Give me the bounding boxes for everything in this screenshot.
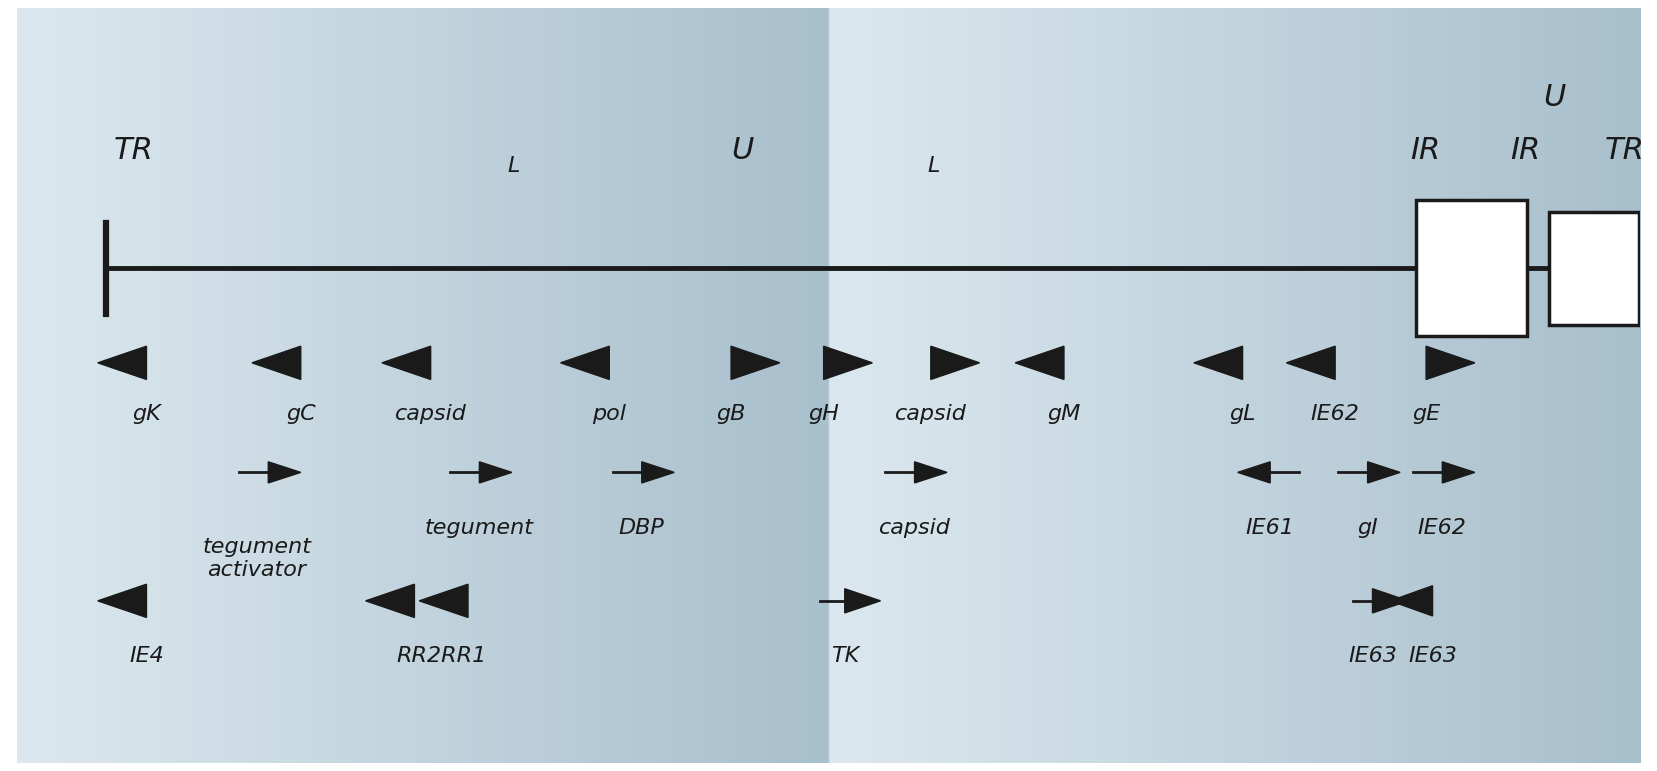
Polygon shape <box>1367 462 1400 483</box>
Text: tegument: tegument <box>424 518 534 537</box>
Text: U: U <box>731 136 754 165</box>
Text: gI: gI <box>1357 518 1379 537</box>
Text: capsid: capsid <box>895 405 966 424</box>
Polygon shape <box>1286 346 1336 379</box>
Text: gB: gB <box>716 405 746 424</box>
Text: TR: TR <box>1604 136 1645 165</box>
Text: pol: pol <box>592 405 626 424</box>
Text: TK: TK <box>830 646 858 666</box>
Text: capsid: capsid <box>878 518 951 537</box>
Polygon shape <box>366 584 414 618</box>
Polygon shape <box>268 462 302 483</box>
Text: tegument
activator: tegument activator <box>202 537 312 580</box>
Polygon shape <box>931 346 979 379</box>
Text: DBP: DBP <box>618 518 664 537</box>
Text: L: L <box>928 157 940 177</box>
Text: gK: gK <box>133 405 161 424</box>
Text: gL: gL <box>1229 405 1256 424</box>
Polygon shape <box>1372 589 1408 613</box>
Text: gE: gE <box>1412 405 1440 424</box>
Text: capsid: capsid <box>394 405 467 424</box>
Bar <box>1549 212 1639 325</box>
Text: IE4: IE4 <box>129 646 164 666</box>
Polygon shape <box>252 346 302 379</box>
Text: IE63: IE63 <box>1408 646 1457 666</box>
Polygon shape <box>845 589 880 613</box>
Text: IE61: IE61 <box>1246 518 1294 537</box>
Polygon shape <box>641 462 674 483</box>
Text: IE63: IE63 <box>1349 646 1397 666</box>
Text: L: L <box>507 157 519 177</box>
Polygon shape <box>1390 586 1433 616</box>
Polygon shape <box>1193 346 1243 379</box>
Text: gM: gM <box>1047 405 1080 424</box>
Polygon shape <box>1016 346 1064 379</box>
Polygon shape <box>1442 462 1475 483</box>
Polygon shape <box>98 584 146 618</box>
Text: IR: IR <box>1511 136 1541 165</box>
Bar <box>1417 200 1526 336</box>
Polygon shape <box>479 462 512 483</box>
Text: IE62: IE62 <box>1311 405 1360 424</box>
Text: U: U <box>1543 83 1566 112</box>
Polygon shape <box>381 346 431 379</box>
Polygon shape <box>419 584 467 618</box>
Text: gC: gC <box>287 405 315 424</box>
Text: RR2RR1: RR2RR1 <box>398 646 487 666</box>
Polygon shape <box>824 346 872 379</box>
Polygon shape <box>560 346 610 379</box>
Polygon shape <box>1238 462 1271 483</box>
Text: IR: IR <box>1410 136 1440 165</box>
Polygon shape <box>915 462 948 483</box>
Text: TR: TR <box>114 136 154 165</box>
Text: gH: gH <box>809 405 838 424</box>
Text: IE62: IE62 <box>1418 518 1466 537</box>
Polygon shape <box>98 346 146 379</box>
Polygon shape <box>1427 346 1475 379</box>
Polygon shape <box>731 346 780 379</box>
